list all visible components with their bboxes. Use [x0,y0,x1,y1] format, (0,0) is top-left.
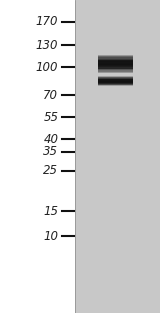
Bar [98,82,133,83]
Text: 25: 25 [43,164,58,177]
Bar [98,84,133,85]
Bar [98,55,133,56]
Text: 40: 40 [43,133,58,146]
Bar [98,64,133,65]
Bar [98,59,133,60]
Bar [98,66,133,67]
Bar [98,80,133,81]
Bar [98,76,133,77]
Text: 130: 130 [36,39,58,52]
Bar [98,80,133,81]
Bar [98,69,133,70]
Bar [98,67,133,68]
Bar [98,63,133,64]
Bar [98,80,133,81]
Bar [98,69,133,70]
Bar [75,0,160,313]
Bar [98,62,133,63]
Text: 55: 55 [43,111,58,124]
Text: 15: 15 [43,205,58,218]
Bar [98,60,133,61]
Bar [98,79,133,80]
Bar [98,70,133,71]
Bar [98,61,133,62]
Text: 10: 10 [43,230,58,243]
Bar [98,63,133,64]
Bar [98,79,133,80]
Bar [98,78,133,79]
Bar [98,62,133,63]
Bar [98,82,133,83]
Text: 100: 100 [36,61,58,74]
Text: 170: 170 [36,15,58,28]
Bar [98,81,133,82]
Bar [98,57,133,59]
Bar [98,58,133,59]
Bar [0,0,75,313]
Bar [98,71,133,72]
Bar [98,71,133,72]
Bar [98,55,133,56]
Bar [98,67,133,68]
Bar [98,85,133,86]
Bar [98,61,133,62]
Bar [98,60,133,62]
Bar [98,59,133,60]
Bar [98,81,133,82]
Bar [98,77,133,78]
Bar [98,68,133,69]
Bar [98,65,133,66]
Bar [98,78,133,79]
Bar [98,77,133,78]
Bar [98,58,133,59]
Bar [98,77,133,78]
Bar [98,72,133,73]
Bar [98,56,133,58]
Bar [98,68,133,69]
Text: 35: 35 [43,145,58,158]
Bar [98,79,133,80]
Bar [98,82,133,83]
Bar [98,81,133,82]
Bar [98,83,133,84]
Bar [98,80,133,81]
Text: 70: 70 [43,89,58,102]
Bar [98,79,133,80]
Bar [98,57,133,58]
Bar [98,84,133,85]
Bar [98,64,133,65]
Bar [98,78,133,79]
Bar [98,70,133,71]
Bar [98,84,133,85]
Bar [98,56,133,57]
Bar [98,83,133,84]
Bar [98,59,133,61]
Bar [98,66,133,67]
Bar [98,83,133,84]
Bar [98,77,133,78]
Bar [98,81,133,82]
Bar [98,78,133,79]
Bar [98,85,133,86]
Bar [98,65,133,66]
Bar [98,56,133,57]
Bar [98,82,133,83]
Bar [98,71,133,73]
Bar [98,84,133,85]
Bar [98,76,133,77]
